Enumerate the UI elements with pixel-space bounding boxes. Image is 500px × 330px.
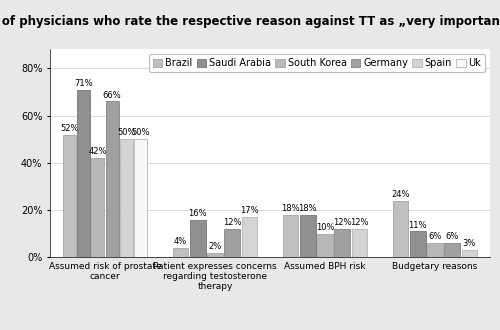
Bar	[444, 243, 460, 257]
Bar	[283, 215, 298, 257]
Bar	[208, 253, 222, 257]
Bar	[63, 135, 76, 257]
Text: 12%: 12%	[350, 218, 368, 227]
Text: 6%: 6%	[428, 232, 442, 241]
Legend: Brazil, Saudi Arabia, South Korea, Germany, Spain, Uk: Brazil, Saudi Arabia, South Korea, Germa…	[149, 54, 485, 72]
Text: 16%: 16%	[188, 209, 207, 218]
Bar	[318, 234, 332, 257]
Text: 50%: 50%	[117, 128, 136, 137]
Text: 24%: 24%	[392, 190, 410, 199]
Text: 10%: 10%	[316, 223, 334, 232]
Text: 11%: 11%	[408, 220, 427, 230]
Text: 42%: 42%	[88, 147, 107, 156]
Bar	[334, 229, 350, 257]
Text: 12%: 12%	[333, 218, 351, 227]
Bar	[410, 231, 426, 257]
Text: 50%: 50%	[132, 128, 150, 137]
Bar	[428, 243, 442, 257]
Bar	[352, 229, 367, 257]
Text: 66%: 66%	[103, 91, 122, 100]
Bar	[242, 217, 257, 257]
Bar	[77, 90, 90, 257]
Text: 18%: 18%	[298, 204, 317, 213]
Text: 17%: 17%	[240, 206, 258, 215]
Text: 18%: 18%	[282, 204, 300, 213]
Text: 3%: 3%	[462, 240, 476, 248]
Text: 12%: 12%	[223, 218, 242, 227]
Bar	[190, 219, 206, 257]
Text: 4%: 4%	[174, 237, 188, 246]
Bar	[462, 250, 477, 257]
Bar	[92, 158, 104, 257]
Bar	[224, 229, 240, 257]
Text: 71%: 71%	[74, 79, 93, 88]
Text: % of physicians who rate the respective reason against TT as „very important“: % of physicians who rate the respective …	[0, 15, 500, 28]
Bar	[300, 215, 316, 257]
Text: 6%: 6%	[446, 232, 459, 241]
Bar	[106, 102, 118, 257]
Bar	[393, 201, 408, 257]
Text: 2%: 2%	[208, 242, 222, 251]
Bar	[120, 139, 133, 257]
Text: 52%: 52%	[60, 124, 78, 133]
Bar	[173, 248, 188, 257]
Bar	[134, 139, 147, 257]
